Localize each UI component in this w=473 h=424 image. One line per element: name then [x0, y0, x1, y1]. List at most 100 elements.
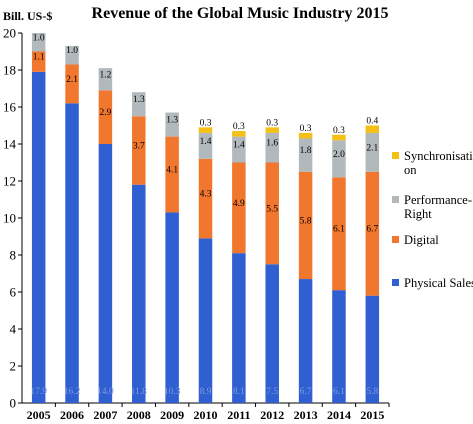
data-label: 5.8 — [300, 216, 312, 226]
data-label: 17.9 — [30, 387, 47, 397]
y-tick-label: 0 — [10, 396, 17, 411]
bar-segment-performance-right — [298, 138, 313, 172]
legend-label: Physical Sales — [404, 276, 473, 290]
legend-label: Synchronisati — [404, 149, 473, 163]
bar-segment-physical-sales — [165, 212, 179, 403]
data-label: 4.9 — [233, 199, 245, 209]
data-label: 10.3 — [164, 387, 181, 397]
legend-label: Performance- — [404, 193, 472, 207]
bar-segment-synchronisation — [332, 134, 346, 141]
y-tick-label: 14 — [3, 137, 17, 152]
bar-segment-physical-sales — [132, 184, 146, 403]
data-label: 8.1 — [233, 387, 245, 397]
legend-label: Right — [404, 207, 432, 221]
data-label: 1.2 — [99, 70, 111, 80]
data-label: 4.3 — [200, 190, 212, 200]
x-tick-label: 2009 — [160, 408, 184, 422]
data-label: 2.1 — [66, 75, 78, 85]
x-tick-label: 2014 — [327, 408, 351, 422]
x-tick-label: 2007 — [93, 408, 117, 422]
axes: 0 2 4 6 8 10 12 14 16 18 20 2005 2006 2007 2008 2009 201… — [3, 26, 390, 422]
x-tick-label: 2013 — [294, 408, 318, 422]
y-tick-label: 12 — [3, 174, 16, 189]
data-label: 1.6 — [266, 139, 278, 149]
x-tick-label: 2012 — [260, 408, 284, 422]
y-tick-label: 10 — [3, 211, 16, 226]
data-label: 0.3 — [233, 122, 245, 132]
legend-label: on — [404, 163, 417, 177]
legend-swatch — [392, 196, 399, 203]
bar-segment-digital — [98, 90, 113, 144]
bar-segment-physical-sales — [65, 103, 79, 404]
chart-title: Revenue of the Global Music Industry 201… — [92, 5, 389, 22]
data-label: 1.4 — [200, 137, 212, 147]
data-label: 2.9 — [99, 108, 111, 118]
bar-segment-physical-sales — [298, 279, 313, 403]
bar-segment-digital — [232, 162, 246, 254]
bar-segment-performance-right — [232, 136, 246, 163]
y-axis-unit-label: Bill. US-$ — [3, 9, 52, 23]
data-label: 5.5 — [266, 204, 278, 214]
bar-segment-performance-right — [98, 68, 113, 91]
legend-swatch — [392, 236, 399, 243]
y-tick-label: 2 — [10, 359, 17, 374]
bar-segment-performance-right — [265, 132, 279, 163]
data-label: 0.3 — [333, 126, 345, 136]
bar-segment-digital — [198, 158, 213, 239]
x-tick-label: 2005 — [27, 408, 51, 422]
data-label: 11.8 — [131, 387, 148, 397]
data-label: 6.1 — [333, 387, 345, 397]
bar-segment-synchronisation — [298, 132, 313, 139]
data-label: 2.1 — [366, 143, 378, 153]
bar-segment-digital — [132, 116, 146, 185]
bar-segment-physical-sales — [98, 144, 113, 403]
y-tick-label: 6 — [10, 285, 17, 300]
bar-segment-physical-sales — [265, 264, 279, 403]
data-label: 1.3 — [133, 95, 145, 105]
bar-segment-performance-right — [31, 33, 46, 52]
data-label: 3.7 — [133, 141, 145, 151]
bar-segment-synchronisation — [365, 125, 380, 133]
data-label: 16.2 — [64, 387, 81, 397]
bar-segment-synchronisation — [265, 127, 279, 133]
bar-segment-synchronisation — [232, 131, 246, 137]
data-label: 7.5 — [266, 387, 278, 397]
bar-segment-digital — [165, 136, 179, 213]
data-label: 0.3 — [266, 118, 278, 128]
data-label: 1.0 — [66, 46, 78, 56]
data-label: 1.4 — [233, 141, 245, 151]
x-tick-label: 2008 — [127, 408, 151, 422]
legend-swatch — [392, 279, 399, 286]
bar-segment-performance-right — [198, 132, 213, 159]
bar-segment-digital — [265, 162, 279, 265]
data-label: 1.1 — [33, 53, 45, 63]
y-tick-label: 4 — [10, 322, 17, 337]
bar-segment-performance-right — [65, 45, 79, 65]
bar-segment-performance-right — [365, 132, 380, 172]
bar-segment-synchronisation — [198, 127, 213, 133]
data-label: 6.1 — [333, 225, 345, 235]
bar-segment-physical-sales — [232, 253, 246, 403]
bar-segment-digital — [298, 171, 313, 280]
y-tick-label: 16 — [3, 100, 17, 115]
data-label: 1.8 — [300, 146, 312, 156]
x-tick-label: 2010 — [194, 408, 218, 422]
data-label: 0.4 — [366, 117, 378, 127]
legend-swatch — [392, 152, 399, 159]
data-label: 1.0 — [33, 33, 45, 43]
bar-segment-physical-sales — [365, 295, 380, 403]
bar-segment-physical-sales — [332, 290, 346, 403]
bar-segment-digital — [31, 51, 46, 72]
data-label: 0.3 — [300, 124, 312, 134]
data-label: 0.3 — [200, 118, 212, 128]
x-tick-label: 2011 — [227, 408, 250, 422]
data-label: 2.0 — [333, 150, 345, 160]
data-label: 1.3 — [166, 116, 178, 126]
bar-segment-digital — [365, 171, 380, 296]
legend-label: Digital — [404, 233, 439, 247]
bar-segment-physical-sales — [198, 238, 213, 403]
data-label: 5.8 — [366, 387, 378, 397]
data-label: 4.1 — [166, 166, 178, 176]
